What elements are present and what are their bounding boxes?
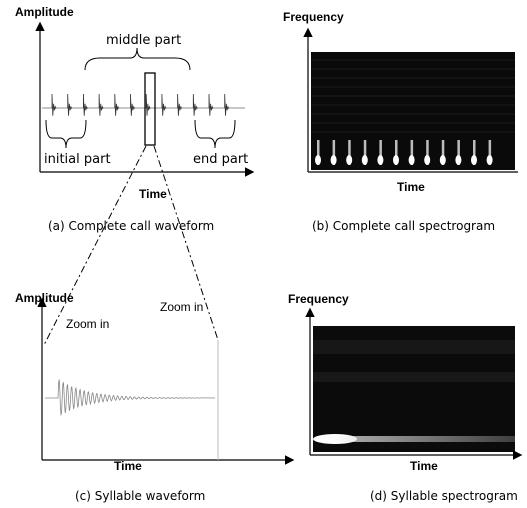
zoom-line (43, 145, 147, 346)
spike (67, 93, 73, 116)
burst (317, 140, 320, 165)
spike (224, 93, 230, 116)
annotation: Zoom in (160, 300, 203, 314)
band (313, 340, 515, 354)
y-axis-title: Frequency (283, 10, 344, 24)
burst (363, 140, 367, 165)
burst (441, 140, 445, 165)
brace (84, 47, 191, 71)
annotation: Zoom in (66, 317, 109, 331)
streak (330, 436, 515, 442)
spectrogram-bursts (311, 59, 515, 165)
waveform (51, 93, 230, 116)
brace (45, 119, 87, 149)
burst-core (439, 155, 446, 165)
burst-core (377, 155, 384, 165)
spike (83, 93, 88, 116)
burst (332, 140, 336, 165)
zoom-box (144, 72, 156, 146)
band (313, 372, 515, 382)
burst (348, 140, 351, 165)
panel-c: Amplitude Zoom in Zoom in Time (c) Sylla… (15, 291, 295, 503)
burst-core (315, 155, 321, 165)
spike (98, 93, 104, 116)
burst-core (346, 155, 353, 165)
spike (192, 93, 198, 116)
burst-core (330, 155, 337, 165)
burst (473, 140, 476, 165)
burst (395, 140, 398, 165)
brace (194, 119, 236, 149)
annotation: middle part (106, 33, 181, 48)
burst (488, 140, 492, 165)
y-axis-title: Amplitude (15, 291, 74, 305)
burst-core (486, 155, 493, 165)
x-axis-title: Time (410, 459, 438, 473)
panel-d: Frequency Time (d) Syllable spectrogram (288, 292, 523, 503)
burst-core (471, 155, 477, 165)
burst-core (424, 155, 431, 165)
panel-a: Amplitude middle part initial part end p… (15, 5, 255, 233)
caption: (b) Complete call spectrogram (312, 219, 495, 233)
burst (457, 140, 460, 165)
caption: (d) Syllable spectrogram (370, 489, 518, 503)
spike (114, 93, 120, 116)
panel-b: Frequency Time (b) Complete call spectro… (283, 10, 518, 233)
zoom-line (153, 145, 219, 341)
spike (161, 93, 167, 116)
x-axis-title: Time (397, 180, 425, 194)
spike (145, 93, 151, 116)
annotation: end part (193, 152, 248, 167)
spike (177, 93, 182, 116)
spike (51, 93, 57, 116)
burst-core (408, 155, 415, 165)
burst (410, 140, 414, 165)
y-axis-title: Amplitude (15, 5, 74, 19)
burst (426, 140, 429, 165)
caption: (c) Syllable waveform (75, 489, 205, 503)
burst (379, 140, 382, 165)
spike (208, 93, 214, 116)
annotation: initial part (44, 152, 111, 167)
x-axis-title: Time (139, 187, 167, 201)
spike (130, 93, 135, 116)
burst-core (361, 155, 368, 165)
waveform (45, 379, 216, 416)
burst-core (455, 155, 462, 165)
caption: (a) Complete call waveform (48, 219, 214, 233)
x-axis-title: Time (114, 459, 142, 473)
burst-core (393, 155, 399, 165)
y-axis-title: Frequency (288, 292, 349, 306)
